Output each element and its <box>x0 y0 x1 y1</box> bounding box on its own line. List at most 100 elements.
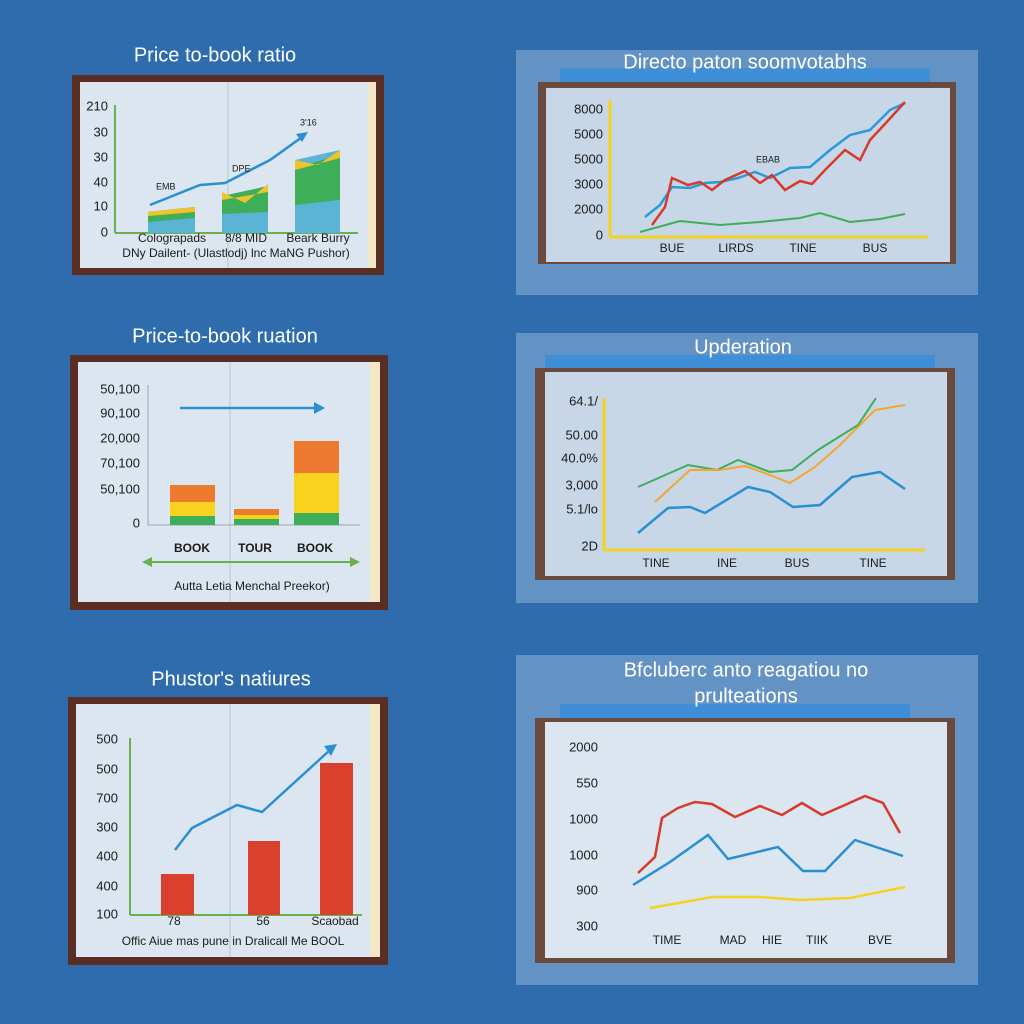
y-label: 2000 <box>569 739 598 754</box>
x-label: BUE <box>660 241 685 255</box>
x-label: BUS <box>785 556 810 570</box>
bar <box>294 441 339 473</box>
x-label: TIIK <box>806 933 828 947</box>
arrow-head <box>296 132 308 142</box>
line <box>637 397 877 488</box>
y-label: 0 <box>133 515 140 530</box>
y-label: 700 <box>96 790 118 805</box>
panel-title: Directo paton soomvotabhs <box>623 51 866 73</box>
trend-line <box>149 133 306 207</box>
y-label: 2000 <box>574 201 603 216</box>
y-label: 0 <box>101 224 108 239</box>
y-label: 400 <box>96 848 118 863</box>
caption: Autta Letia Menchal Preekor) <box>174 579 329 593</box>
area <box>295 150 340 170</box>
bar <box>161 874 194 915</box>
y-label: 50.00 <box>565 427 598 442</box>
x-label: Colograpads <box>138 231 206 245</box>
page-edge <box>370 704 380 957</box>
line <box>639 211 906 233</box>
bar <box>294 473 339 513</box>
page-edge <box>368 82 376 268</box>
line <box>650 101 906 226</box>
caption: DNy Dailent- (Ulastlodj) lnc MaNG Pushor… <box>122 246 349 260</box>
y-label: 100 <box>96 906 118 921</box>
line <box>632 833 904 887</box>
x-label: 8/8 MID <box>225 231 267 245</box>
annotation: DPE <box>232 163 251 173</box>
annotation: EMB <box>156 181 176 191</box>
y-label: 40.0% <box>561 450 598 465</box>
panel-title: Bfcluberc anto reagatiou no <box>624 659 869 681</box>
book-page <box>545 372 947 576</box>
arrow-head <box>324 744 337 756</box>
x-label: TINE <box>642 556 669 570</box>
x-label: TINE <box>859 556 886 570</box>
y-label: 1000 <box>569 847 598 862</box>
y-label: 64.1/ <box>569 393 598 408</box>
y-label: 50,100 <box>100 481 140 496</box>
y-label: 20,000 <box>100 430 140 445</box>
y-label: 500 <box>96 761 118 776</box>
x-label: HIE <box>762 933 782 947</box>
panel-1: Price to-book ratio 3'16 DPE EMB 210 30 … <box>72 44 384 275</box>
y-label: 400 <box>96 878 118 893</box>
y-label: 30 <box>94 124 108 139</box>
x-label: Beark Burry <box>286 231 349 245</box>
y-label: 300 <box>576 918 598 933</box>
x-label: 56 <box>256 914 270 928</box>
bar <box>294 513 339 525</box>
bar <box>248 841 280 915</box>
banner <box>560 68 930 86</box>
y-label: 900 <box>576 882 598 897</box>
line <box>637 794 902 874</box>
bar <box>170 516 215 525</box>
y-label: 5000 <box>574 126 603 141</box>
y-label: 0 <box>596 227 603 242</box>
panel-title: Upderation <box>694 336 792 358</box>
bar <box>234 509 279 515</box>
page-edge <box>370 362 380 602</box>
book-page <box>545 722 947 958</box>
line <box>644 101 906 218</box>
y-label: 1000 <box>569 811 598 826</box>
bar <box>234 515 279 519</box>
y-label: 90,100 <box>100 405 140 420</box>
panel-title: Price to-book ratio <box>134 44 296 66</box>
y-label: 8000 <box>574 101 603 116</box>
bar <box>234 519 279 525</box>
y-label: 5.1/lo <box>566 501 598 516</box>
x-label: TINE <box>789 241 816 255</box>
y-label: 30 <box>94 149 108 164</box>
y-label: 10 <box>94 198 108 213</box>
panel-6: Bfcluberc anto reagatiou no prulteations… <box>516 655 978 985</box>
line <box>637 470 906 534</box>
x-label: LIRDS <box>718 241 753 255</box>
area <box>148 207 195 216</box>
y-label: 300 <box>96 819 118 834</box>
y-label: 3000 <box>574 176 603 191</box>
arrow-head <box>142 557 152 567</box>
x-label: BUS <box>863 241 888 255</box>
y-label: 40 <box>94 174 108 189</box>
area <box>295 155 340 205</box>
y-label: 500 <box>96 731 118 746</box>
annotation: 3'16 <box>300 117 317 127</box>
annotation: EBAB <box>756 154 780 164</box>
trend-line <box>174 749 331 851</box>
area <box>222 184 268 203</box>
line <box>649 885 906 910</box>
x-label: TIME <box>653 933 682 947</box>
x-label: MAD <box>720 933 747 947</box>
y-label: 2D <box>581 538 598 553</box>
y-label: 3,000 <box>565 477 598 492</box>
y-label: 210 <box>86 98 108 113</box>
y-label: 5000 <box>574 151 603 166</box>
y-label: 70,100 <box>100 455 140 470</box>
panel-3: Price-to-book ruation 50,100 90,100 20,0… <box>70 325 388 610</box>
y-label: 550 <box>576 775 598 790</box>
arrow-head <box>314 402 325 414</box>
panel-5: Phustor's natiures 500 500 700 300 400 4… <box>68 668 388 965</box>
x-label: Scaobad <box>311 914 358 928</box>
